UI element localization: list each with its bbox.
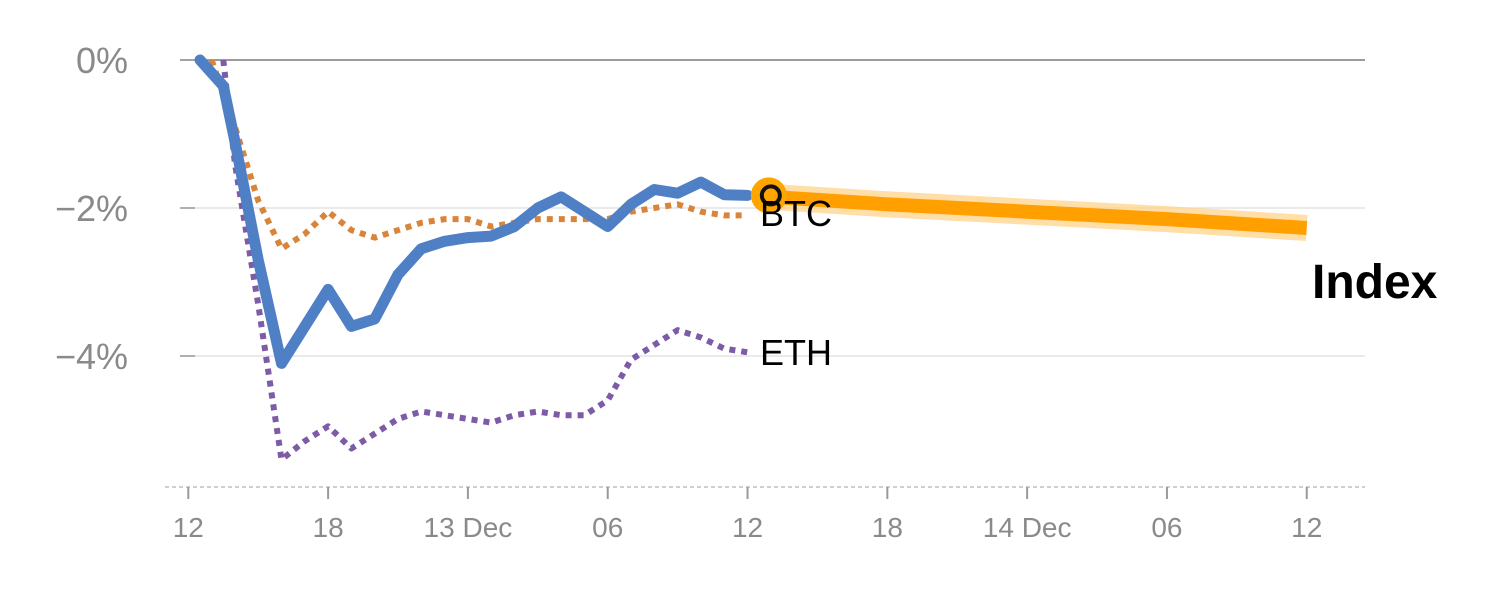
y-tick-label: 0%: [76, 40, 128, 81]
x-tick-label: 18: [313, 512, 344, 543]
x-tick-label: 06: [1151, 512, 1182, 543]
x-tick-label: 12: [173, 512, 204, 543]
axis-layer: 0% −2% −4% 12 18 13 Dec 06 12 18 14 Dec 06 12: [55, 40, 1365, 543]
series-line-eth: [220, 59, 748, 463]
x-tick-label: 14 Dec: [983, 512, 1072, 543]
current-value-ring: [759, 184, 782, 207]
current-value-marker: [750, 177, 787, 214]
series-label-index: Index: [1312, 256, 1438, 309]
y-tick-label: −2%: [55, 188, 128, 229]
x-tick-label: 18: [872, 512, 903, 543]
y-tick-label: −4%: [55, 336, 128, 377]
x-tick-label: 06: [592, 512, 623, 543]
series-label-eth: ETH: [760, 332, 832, 373]
x-tick-label: 13 Dec: [424, 512, 513, 543]
x-tick-label: 12: [732, 512, 763, 543]
series-line-index: [194, 54, 753, 369]
series-layer: [194, 54, 1308, 463]
series-label-btc: BTC: [760, 193, 832, 234]
forecast-line: [770, 189, 1308, 235]
label-layer: BTC ETH Index: [760, 193, 1438, 373]
series-line-btc: [208, 59, 748, 252]
x-tick-label: 12: [1291, 512, 1322, 543]
